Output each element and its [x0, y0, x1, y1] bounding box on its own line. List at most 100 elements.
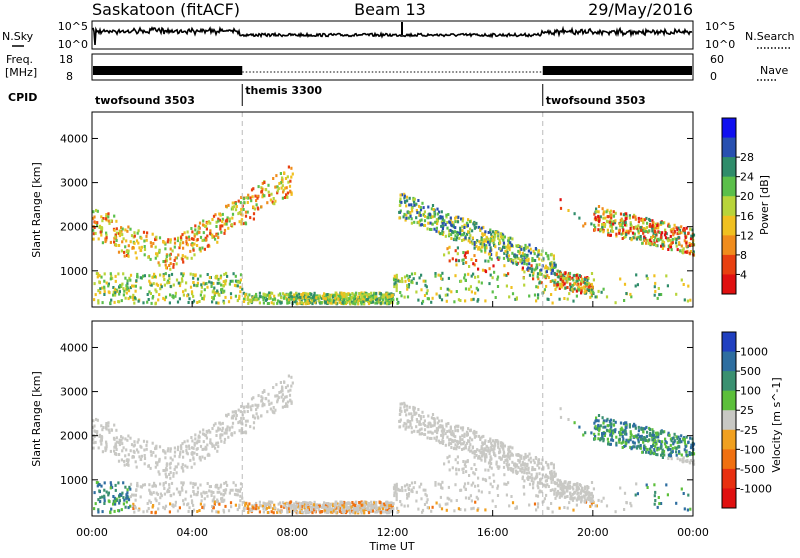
scatter-cell [678, 445, 680, 448]
scatter-cell [273, 411, 275, 414]
scatter-cell [271, 301, 273, 304]
scatter-cell [158, 293, 160, 296]
scatter-cell [591, 492, 593, 495]
scatter-cell [613, 424, 615, 427]
scatter-cell [538, 472, 540, 475]
scatter-cell [165, 481, 167, 484]
scatter-cell [551, 272, 553, 275]
scatter-cell [224, 505, 226, 508]
scatter-cell [191, 499, 193, 502]
scatter-cell [513, 255, 515, 258]
scatter-cell [118, 244, 120, 247]
scatter-cell [215, 225, 217, 228]
scatter-cell [172, 266, 174, 269]
scatter-cell [245, 211, 247, 214]
scatter-cell [399, 204, 401, 207]
scatter-cell [422, 509, 424, 512]
scatter-cell [256, 197, 258, 200]
scatter-cell [432, 223, 434, 226]
scatter-cell [496, 278, 498, 281]
scatter-cell [95, 502, 97, 505]
scatter-cell [194, 444, 196, 447]
scatter-cell [246, 405, 248, 408]
scatter-cell [637, 433, 639, 436]
scatter-cell [544, 475, 546, 478]
scatter-cell [690, 444, 692, 447]
scatter-cell [365, 298, 367, 301]
scatter-cell [662, 222, 664, 225]
scatter-cell [191, 244, 193, 247]
scatter-cell [152, 295, 154, 298]
scatter-cell [203, 295, 205, 298]
scatter-cell [427, 289, 429, 292]
scatter-cell [462, 219, 464, 222]
scatter-cell [642, 427, 644, 430]
scatter-cell [215, 510, 217, 513]
scatter-cell [404, 280, 406, 283]
scatter-cell [654, 282, 656, 285]
scatter-cell [399, 500, 401, 503]
scatter-cell [140, 276, 142, 279]
scatter-cell [273, 511, 275, 514]
scatter-cell [472, 451, 474, 454]
scatter-cell [664, 233, 666, 236]
scatter-cell [205, 239, 207, 242]
scatter-cell [393, 491, 395, 494]
scatter-cell [211, 218, 213, 221]
scatter-cell [193, 249, 195, 252]
scatter-cell [439, 504, 441, 507]
scatter-cell [472, 242, 474, 245]
scatter-cell [618, 232, 620, 235]
scatter-cell [522, 461, 524, 464]
scatter-cell [658, 239, 660, 242]
scatter-cell [467, 460, 469, 463]
scatter-cell [419, 485, 421, 488]
scatter-cell [119, 234, 121, 237]
scatter-cell [299, 296, 301, 299]
scatter-cell [156, 252, 158, 255]
scatter-cell [477, 457, 479, 460]
scatter-cell [653, 448, 655, 451]
scatter-cell [527, 455, 529, 458]
scatter-cell [255, 507, 257, 510]
scatter-cell [424, 224, 426, 227]
scatter-cell [376, 298, 378, 301]
scatter-cell [121, 283, 123, 286]
scatter-cell [454, 274, 456, 277]
scatter-cell [271, 501, 273, 504]
scatter-cell [531, 270, 533, 273]
scatter-cell [556, 482, 558, 485]
scatter-cell [121, 442, 123, 445]
scatter-cell [571, 288, 573, 291]
scatter-cell [98, 446, 100, 449]
scatter-cell [495, 231, 497, 234]
scatter-cell [172, 475, 174, 478]
scatter-cell [675, 502, 677, 505]
scatter-cell [97, 511, 99, 514]
scatter-cell [492, 276, 494, 279]
scatter-cell [289, 399, 291, 402]
scatter-cell [551, 253, 553, 256]
scatter-cell [482, 478, 484, 481]
scatter-cell [681, 488, 683, 491]
scatter-cell [415, 500, 417, 503]
scatter-cell [485, 270, 487, 273]
scatter-cell [283, 295, 285, 298]
scatter-cell [434, 215, 436, 218]
scatter-cell [361, 504, 363, 507]
scatter-cell [414, 407, 416, 410]
scatter-cell [214, 501, 216, 504]
scatter-cell [131, 443, 133, 446]
scatter-cell [150, 467, 152, 470]
scatter-cell [635, 218, 637, 221]
scatter-cell [448, 220, 450, 223]
scatter-cell [481, 282, 483, 285]
scatter-cell [453, 300, 455, 303]
scatter-cell [622, 237, 624, 240]
scatter-cell [214, 238, 216, 241]
scatter-cell [151, 485, 153, 488]
scatter-cell [268, 400, 270, 403]
scatter-cell [511, 461, 513, 464]
scatter-cell [560, 278, 562, 281]
scatter-cell [465, 488, 467, 491]
